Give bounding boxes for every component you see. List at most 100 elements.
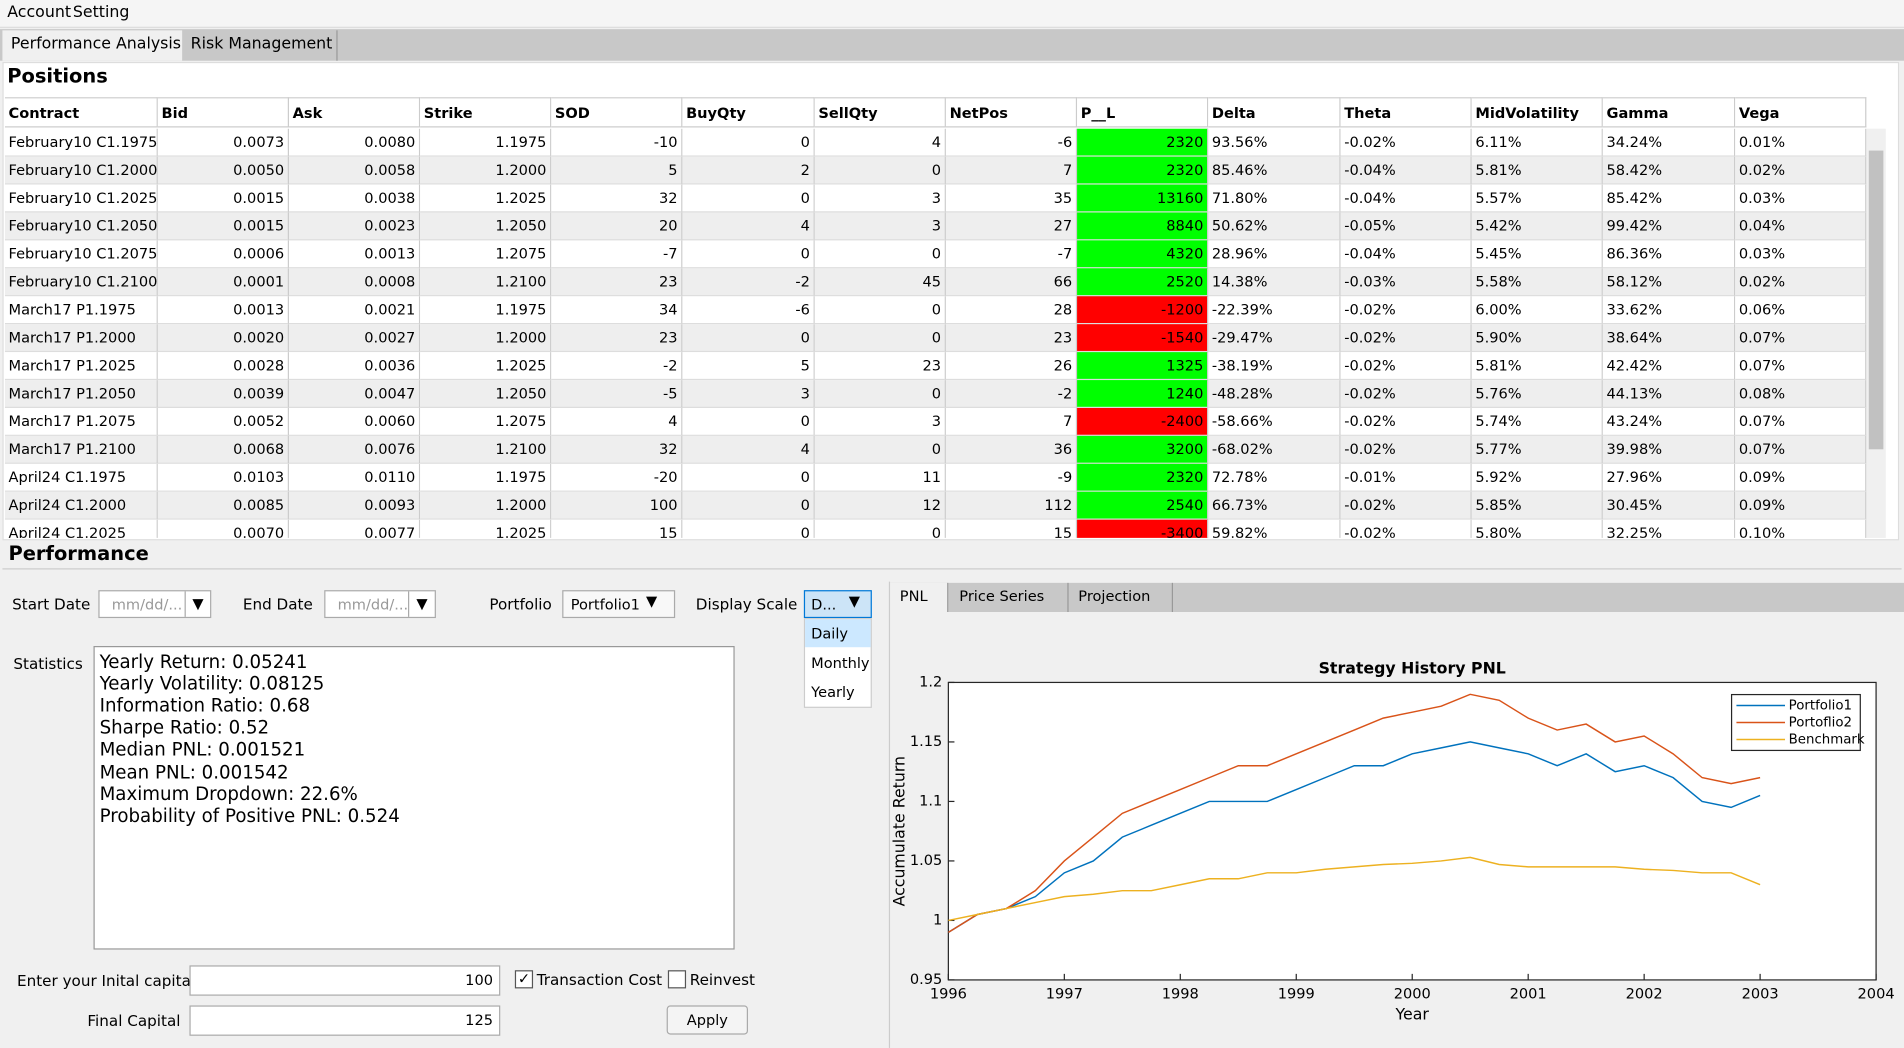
table-cell: 0.0013	[157, 296, 290, 325]
dropdown-option[interactable]: Monthly	[811, 654, 870, 672]
column-header[interactable]: BuyQty	[682, 97, 815, 128]
divider	[2, 568, 1902, 570]
table-cell: -1540	[1077, 324, 1209, 353]
table-cell: 5.42%	[1471, 212, 1603, 241]
table-cell: -0.05%	[1340, 212, 1472, 241]
column-header[interactable]: NetPos	[945, 97, 1078, 128]
table-cell: 0.0028	[157, 352, 290, 381]
table-cell: 5	[551, 156, 683, 185]
column-header[interactable]: Ask	[289, 97, 421, 128]
tab[interactable]: Risk Management	[182, 30, 338, 61]
table-cell: 0.0023	[289, 212, 421, 241]
column-header[interactable]: P__L	[1077, 97, 1209, 128]
table-cell: 1.2025	[420, 352, 552, 381]
button[interactable]: Apply	[666, 1005, 749, 1035]
table-cell: 11	[814, 463, 946, 492]
column-header[interactable]: Theta	[1340, 97, 1472, 128]
table-cell: -7	[551, 240, 683, 269]
select[interactable]: D...	[803, 590, 872, 619]
chart-tab[interactable]: Projection	[1069, 582, 1174, 613]
y-tick-label: 1.1	[919, 792, 942, 809]
column-header[interactable]: SOD	[551, 97, 683, 128]
table-cell: March17 P1.2075	[4, 408, 158, 436]
table-cell: 35	[945, 184, 1078, 213]
column-header[interactable]: Contract	[4, 97, 158, 128]
table-cell: 5.85%	[1471, 491, 1603, 520]
table-cell: -0.04%	[1340, 240, 1472, 269]
table-cell: February10 C1.2075	[4, 240, 158, 269]
dropdown-arrow: ▼	[184, 591, 211, 617]
x-tick-label: 1996	[930, 986, 967, 1003]
select[interactable]: Portfolio1	[562, 590, 676, 619]
table-cell: 0.09%	[1735, 463, 1867, 492]
table-cell: 0	[814, 296, 946, 325]
table-cell: 3	[682, 380, 815, 409]
input[interactable]: 125	[189, 1005, 501, 1036]
table-cell: 0.0013	[289, 240, 421, 269]
table-cell: -0.02%	[1340, 324, 1472, 353]
menu-item[interactable]: Account	[7, 3, 72, 22]
y-tick-label: 1.15	[910, 733, 942, 750]
table-cell: 1240	[1077, 380, 1209, 409]
table-cell: 72.78%	[1208, 463, 1341, 492]
checkbox[interactable]	[667, 970, 687, 989]
input[interactable]: 100	[189, 965, 501, 996]
legend-label: Portoflio2	[1789, 716, 1852, 731]
table-cell: 0.0039	[157, 380, 290, 409]
table-cell: 0	[682, 491, 815, 520]
label: Portfolio	[489, 595, 552, 614]
column-header[interactable]: Strike	[420, 97, 552, 128]
x-axis-label: Year	[1395, 1005, 1430, 1024]
stat-line: Sharpe Ratio: 0.52	[99, 716, 270, 739]
table-cell: -0.03%	[1340, 268, 1472, 297]
table-cell: 36	[945, 435, 1078, 464]
table-cell: February10 C1.1975	[4, 128, 158, 157]
column-header[interactable]: MidVolatility	[1471, 97, 1603, 128]
table-cell: -2	[551, 352, 683, 381]
table-cell: 15	[551, 519, 683, 538]
dropdown-option[interactable]: Yearly	[811, 683, 855, 701]
label: Display Scale	[695, 595, 798, 614]
table-cell: 0.0038	[289, 184, 421, 213]
table-cell: 5.81%	[1471, 352, 1603, 381]
table-cell: March17 P1.2100	[4, 435, 158, 464]
y-axis-label: Accumulate Return	[889, 756, 908, 906]
label: Statistics	[13, 654, 83, 673]
table-cell: 0.0050	[157, 156, 290, 185]
date-input[interactable]: mm/dd/...	[98, 590, 212, 619]
table-cell: -2	[945, 380, 1078, 409]
table-cell: 27.96%	[1602, 463, 1736, 492]
x-tick-label: 1997	[1046, 986, 1083, 1003]
checkbox[interactable]: ✓	[514, 970, 534, 989]
tab[interactable]: Performance Analysis	[2, 30, 183, 61]
scroll-thumb[interactable]	[1868, 150, 1884, 450]
column-header[interactable]: Gamma	[1602, 97, 1736, 128]
table-cell: March17 P1.2025	[4, 352, 158, 381]
table-cell: 0	[814, 156, 946, 185]
table-cell: 58.12%	[1602, 268, 1736, 297]
table-cell: 0.06%	[1735, 296, 1867, 325]
column-header[interactable]: Vega	[1735, 97, 1867, 128]
menu-item[interactable]: Setting	[72, 3, 130, 22]
series-line	[947, 693, 1761, 933]
table-cell: 5.92%	[1471, 463, 1603, 492]
table-cell: 0	[814, 435, 946, 464]
column-header[interactable]: Delta	[1208, 97, 1341, 128]
table-cell: 0.0110	[289, 463, 421, 492]
table-cell: 86.36%	[1602, 240, 1736, 269]
date-input[interactable]: mm/dd/...	[324, 590, 436, 619]
column-header[interactable]: SellQty	[814, 97, 946, 128]
dropdown-option[interactable]: Daily	[805, 619, 871, 648]
table-cell: 5.80%	[1471, 519, 1603, 538]
table-cell: 0.0020	[157, 324, 290, 353]
chart-tab[interactable]: Price Series	[950, 582, 1069, 613]
table-cell: 5.45%	[1471, 240, 1603, 269]
table-cell: February10 C1.2000	[4, 156, 158, 185]
stat-line: Yearly Volatility: 0.08125	[99, 672, 325, 695]
table-cell: 0.0052	[157, 408, 290, 436]
table-cell: 4320	[1077, 240, 1209, 269]
chart-tab[interactable]: PNL	[890, 582, 949, 613]
table-cell: 5.76%	[1471, 380, 1603, 409]
column-header[interactable]: Bid	[157, 97, 290, 128]
